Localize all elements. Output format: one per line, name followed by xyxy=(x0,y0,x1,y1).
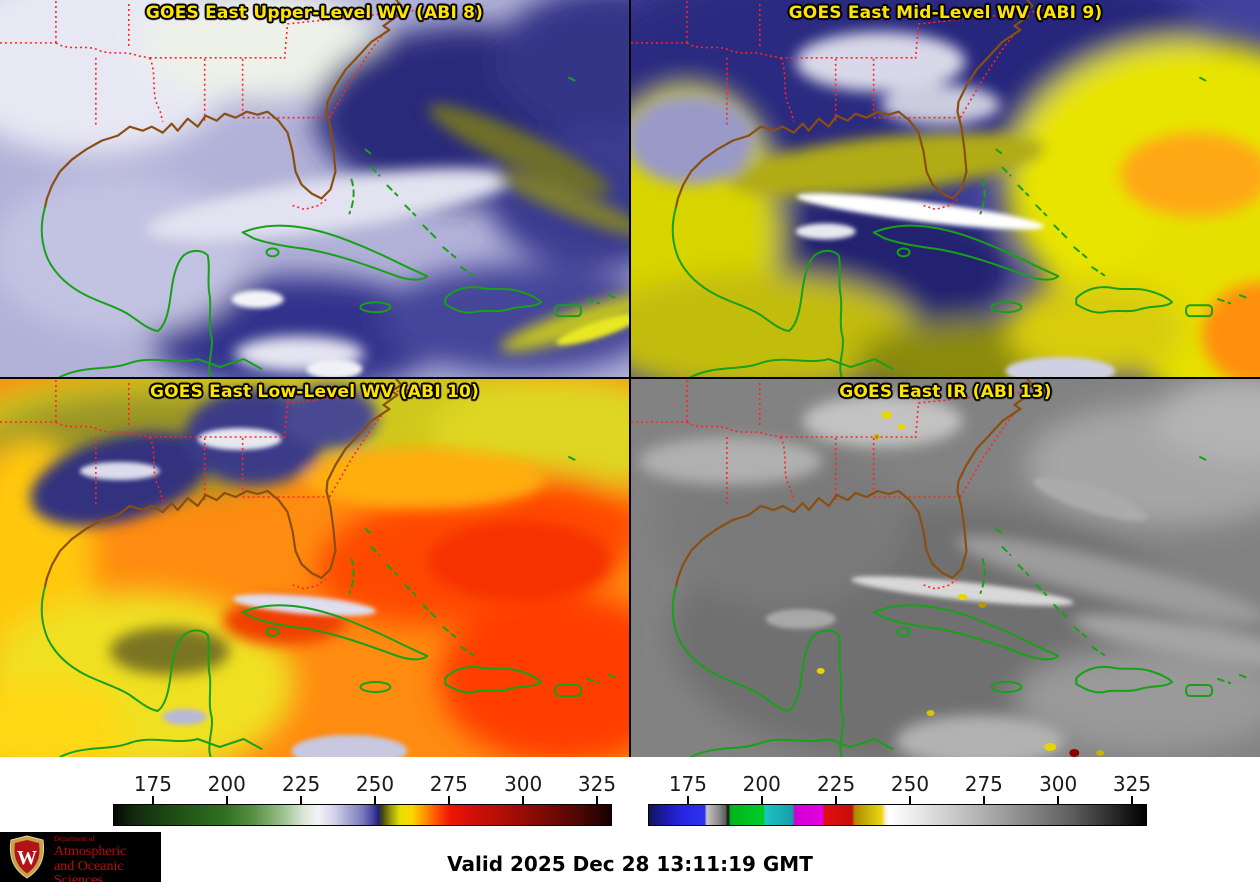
satellite-art-abi10 xyxy=(0,379,629,757)
colorbar-tick-label: 325 xyxy=(577,772,617,796)
colorbar-tick-label: 300 xyxy=(504,772,543,796)
colorbar-tick-label: 325 xyxy=(1112,772,1152,796)
colorbar-tick-label: 200 xyxy=(207,772,246,796)
colorbar-ir: 175 200 225 250 275 300 325 xyxy=(648,772,1151,828)
panel-grid: GOES East Upper-Level WV (ABI 8) xyxy=(0,0,1260,757)
satellite-art-abi8 xyxy=(0,0,629,377)
uw-logo-text: Department of Atmospheric and Oceanic Sc… xyxy=(54,836,161,882)
footer: 175 200 225 250 275 300 325 175 200 225 … xyxy=(0,757,1260,882)
panel-abi10: GOES East Low-Level WV (ABI 10) xyxy=(0,379,629,757)
logo-name-line2: and Oceanic Sciences xyxy=(54,859,124,882)
colorbar-tick-label: 225 xyxy=(282,772,321,796)
colorbar-tick-label: 300 xyxy=(1039,772,1078,796)
colorbar-ir-tickmarks xyxy=(648,796,1147,804)
colorbar-wv-labels: 175 200 225 250 275 300 325 xyxy=(113,772,616,796)
colorbar-tick-label: 225 xyxy=(817,772,856,796)
colorbar-tick-label: 275 xyxy=(964,772,1003,796)
colorbar-tick-label: 250 xyxy=(355,772,395,796)
uw-aos-logo: W Department of Atmospheric and Oceanic … xyxy=(0,832,161,882)
panel-abi8: GOES East Upper-Level WV (ABI 8) xyxy=(0,0,629,377)
satellite-art-abi9 xyxy=(631,0,1260,377)
colorbar-ir-labels: 175 200 225 250 275 300 325 xyxy=(648,772,1151,796)
uw-monogram: W xyxy=(17,847,37,869)
panel-abi9: GOES East Mid-Level WV (ABI 9) xyxy=(631,0,1260,377)
colorbar-tick-label: 200 xyxy=(742,772,781,796)
logo-department-line: Department of xyxy=(54,835,95,843)
valid-timestamp: Valid 2025 Dec 28 13:11:19 GMT xyxy=(447,852,813,876)
colorbar-tick-label: 175 xyxy=(668,772,707,796)
colorbar-tick-label: 250 xyxy=(890,772,930,796)
colorbar-ir-gradient xyxy=(648,804,1147,826)
panel-abi13: GOES East IR (ABI 13) xyxy=(631,379,1260,757)
colorbar-tick-label: 175 xyxy=(133,772,172,796)
satellite-art-abi13 xyxy=(631,379,1260,757)
logo-name-line1: Atmospheric xyxy=(54,844,127,859)
colorbar-wv-tickmarks xyxy=(113,796,612,804)
colorbar-wv: 175 200 225 250 275 300 325 xyxy=(113,772,616,828)
colorbar-wv-gradient xyxy=(113,804,612,826)
uw-crest-icon: W xyxy=(9,835,45,879)
colorbar-tick-label: 275 xyxy=(429,772,468,796)
